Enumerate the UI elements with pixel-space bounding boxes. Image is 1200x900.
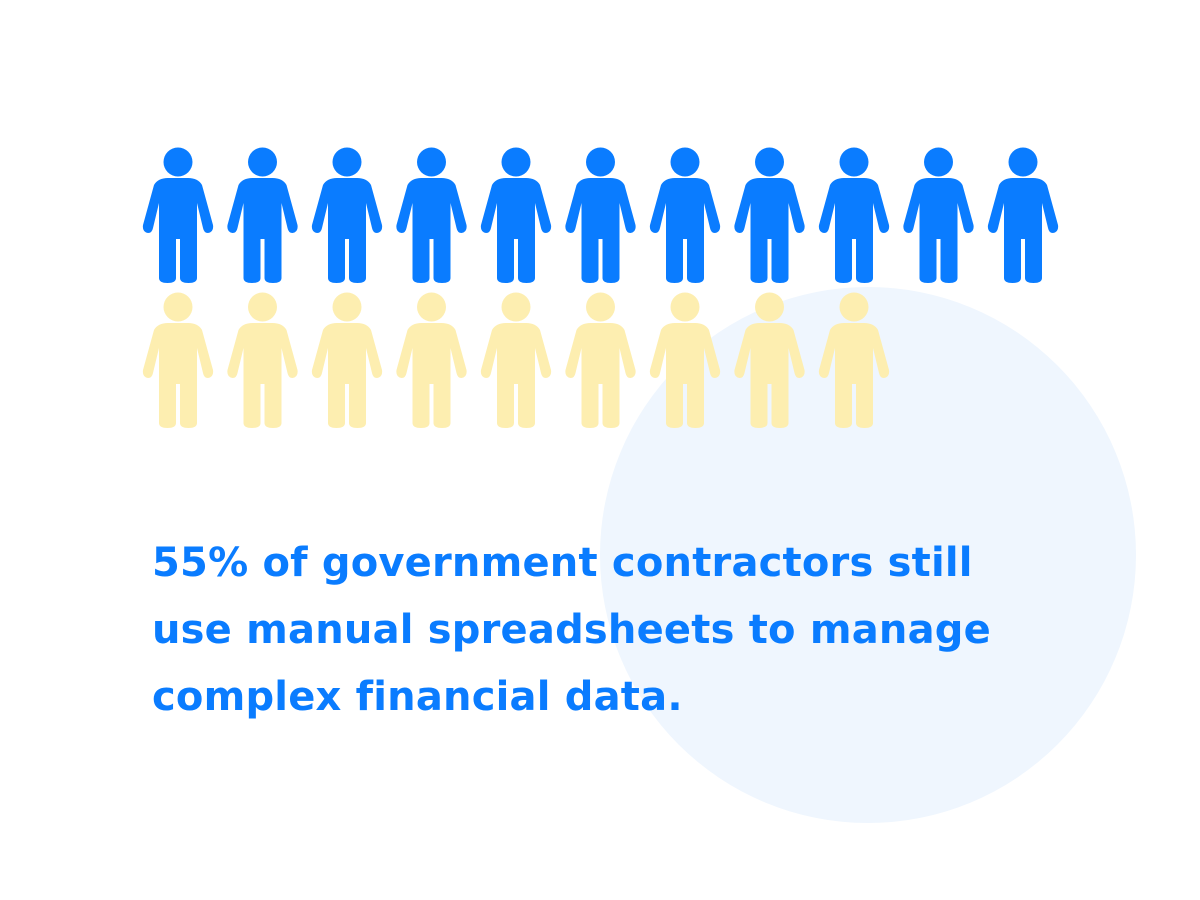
person-body — [649, 178, 721, 283]
person-head — [839, 147, 869, 177]
person-head — [332, 147, 362, 177]
person-body — [734, 178, 805, 283]
person-icon — [565, 147, 636, 283]
person-icon — [818, 147, 890, 283]
person-icon — [311, 147, 383, 283]
person-head — [586, 147, 615, 177]
person-head — [417, 292, 446, 322]
person-icon — [734, 292, 805, 428]
person-head — [163, 147, 193, 177]
person-body — [227, 323, 298, 428]
person-icon — [649, 292, 721, 428]
person-body — [565, 323, 636, 428]
person-icon — [903, 147, 974, 283]
caption: 55% of government contractors still use … — [152, 540, 991, 720]
person-head — [670, 147, 700, 177]
person-head — [248, 292, 277, 322]
icon-row — [142, 147, 1059, 283]
person-head — [501, 147, 531, 177]
person-head — [248, 147, 277, 177]
person-head — [924, 147, 953, 177]
person-body — [480, 323, 552, 428]
person-body — [311, 178, 383, 283]
person-body — [227, 178, 298, 283]
person-icon — [480, 292, 552, 428]
person-icon — [649, 147, 721, 283]
person-head — [332, 292, 362, 322]
person-icon — [142, 292, 214, 428]
person-body — [987, 178, 1059, 283]
person-icon — [396, 147, 467, 283]
background-circle — [600, 287, 1136, 823]
person-head — [163, 292, 193, 322]
person-body — [142, 323, 214, 428]
person-head — [586, 292, 615, 322]
person-head — [670, 292, 700, 322]
person-body — [396, 178, 467, 283]
person-body — [480, 178, 552, 283]
person-head — [417, 147, 446, 177]
person-icon — [311, 292, 383, 428]
icon-row — [142, 292, 890, 428]
person-body — [142, 178, 214, 283]
person-head — [755, 147, 784, 177]
person-icon — [480, 147, 552, 283]
person-body — [818, 178, 890, 283]
person-icon — [987, 147, 1059, 283]
person-icon — [227, 147, 298, 283]
person-icon — [565, 292, 636, 428]
person-body — [649, 323, 721, 428]
person-head — [1008, 147, 1038, 177]
person-icon — [227, 292, 298, 428]
person-icon — [734, 147, 805, 283]
person-body — [734, 323, 805, 428]
person-head — [501, 292, 531, 322]
person-body — [311, 323, 383, 428]
person-body — [903, 178, 974, 283]
person-body — [818, 323, 890, 428]
person-icon — [396, 292, 467, 428]
person-head — [839, 292, 869, 322]
person-icon — [818, 292, 890, 428]
person-body — [396, 323, 467, 428]
person-icon — [142, 147, 214, 283]
person-head — [755, 292, 784, 322]
person-body — [565, 178, 636, 283]
